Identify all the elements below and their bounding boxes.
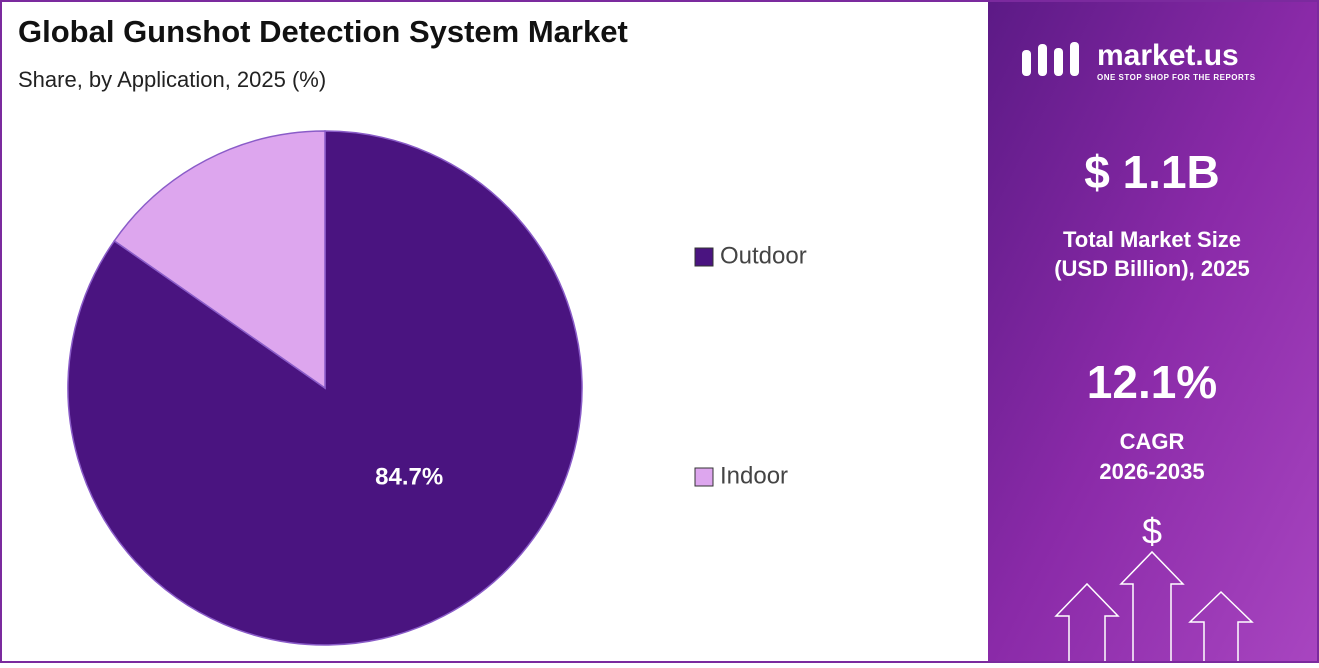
logo-text: market.us: [1097, 39, 1239, 72]
symbol: $: [1142, 511, 1162, 552]
legend-swatch: [694, 467, 714, 487]
logo-icon: [1022, 42, 1079, 76]
pie: 84.7%: [67, 130, 583, 646]
chart-title: Global Gunshot Detection System Market: [18, 14, 628, 49]
market-size: $ 1.1B: [1084, 146, 1220, 198]
legend-swatch: [694, 247, 714, 267]
arrows: [1054, 550, 1254, 661]
legend-label: Outdoor: [720, 242, 807, 269]
market-size-label: Total Market Size: [1063, 227, 1241, 252]
side-panel: [988, 2, 1317, 661]
cagr: 12.1%: [1087, 356, 1217, 408]
market-size-label: (USD Billion), 2025: [1054, 256, 1250, 281]
logo-tagline: ONE STOP SHOP FOR THE REPORTS: [1097, 73, 1256, 82]
legend: Outdoor Indoor: [694, 242, 807, 489]
data-label: 84.7%: [375, 464, 443, 491]
cagr-label: CAGR: [1120, 429, 1185, 454]
legend-label: Indoor: [720, 462, 788, 489]
pie-slice: [113, 130, 326, 390]
cagr-label: 2026-2035: [1099, 459, 1204, 484]
chart-subtitle: Share, by Application, 2025 (%): [18, 67, 326, 92]
